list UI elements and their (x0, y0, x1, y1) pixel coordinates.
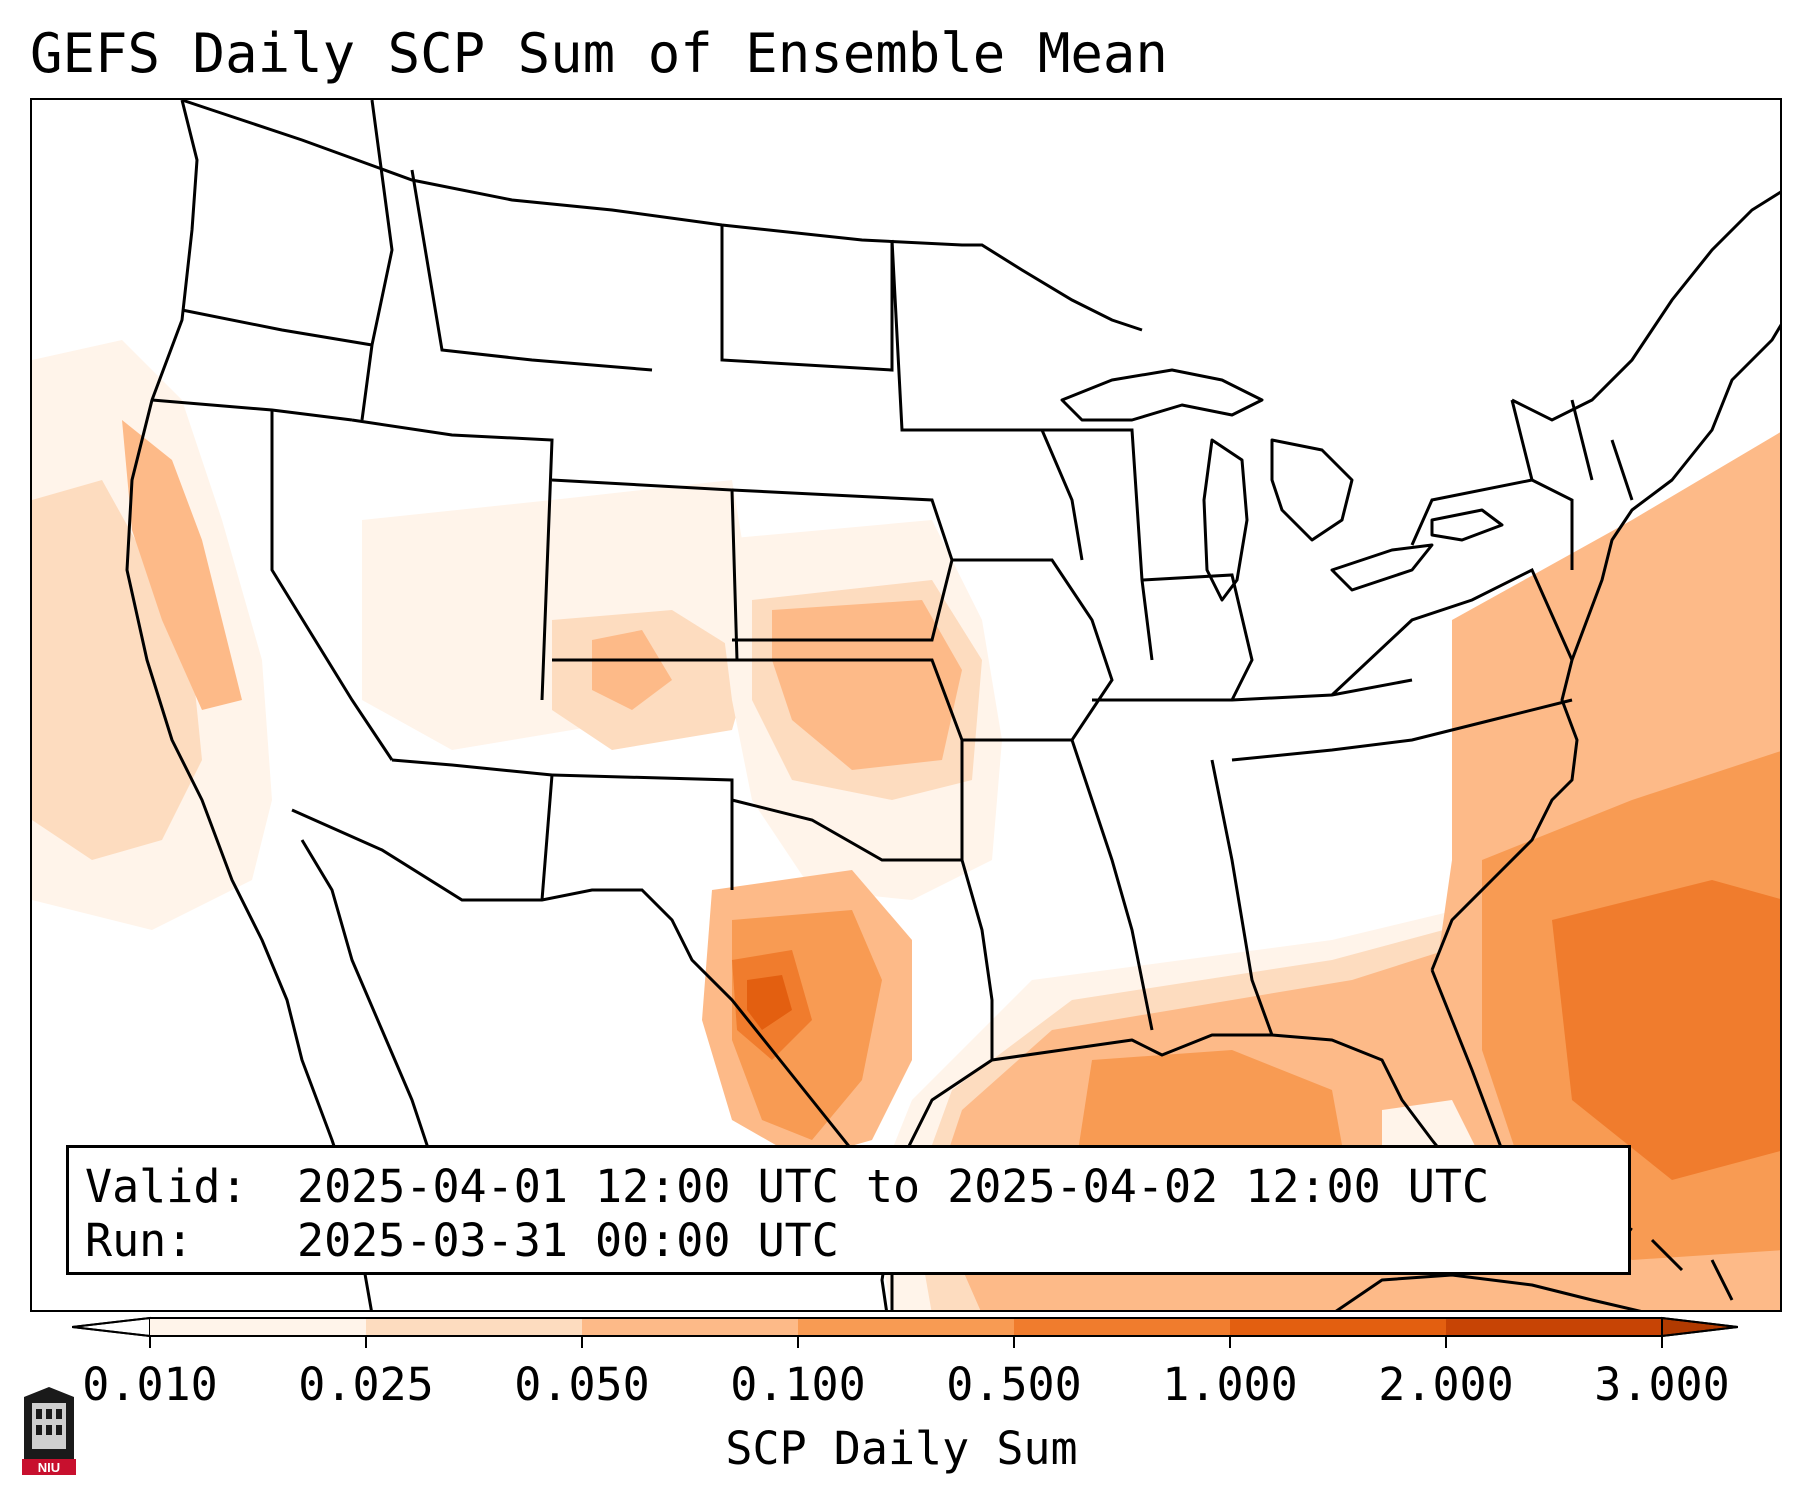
colorbar-segment-1 (150, 1318, 367, 1336)
lake-ontario (1430, 508, 1504, 542)
scp-map (32, 100, 1780, 1310)
colorbar-tick-label: 3.000 (1594, 1358, 1730, 1411)
border-wa-or (181, 308, 373, 347)
border-mo-ar (952, 558, 1114, 742)
colorbar-tick-label: 1.000 (1162, 1358, 1298, 1411)
border-tn-ms-al (1070, 739, 1154, 1031)
border-pa-ny (1410, 478, 1574, 570)
scp-region-pacific-mid (32, 480, 202, 860)
border-ut-az (391, 758, 553, 777)
colorbar-segment-5 (1014, 1318, 1231, 1336)
scp-region-texas-max (747, 975, 792, 1030)
state-borders (151, 100, 1780, 1201)
colorbar (72, 1316, 1738, 1348)
colorbar-extend-max (1661, 1316, 1738, 1338)
border-mt-wy (410, 169, 653, 372)
valid-key: Valid: (85, 1160, 248, 1213)
colorbar-tick-label: 0.010 (82, 1358, 218, 1411)
scp-region-kansas-nebraska (772, 600, 962, 770)
scp-region-atlantic-core (1552, 880, 1780, 1180)
border-nm-tx (551, 773, 734, 890)
border-ky-tn (1092, 678, 1413, 702)
west-coast (125, 100, 373, 1310)
run-row: Run: 2025-03-31 00:00 UTC (85, 1214, 839, 1267)
niu-logo: NIU (22, 1387, 76, 1475)
colorbar-extend-min (72, 1316, 151, 1338)
border-co (551, 478, 739, 662)
border-al-ga (1210, 759, 1274, 1036)
map-panel[interactable] (30, 98, 1782, 1312)
run-value: 2025-03-31 00:00 UTC (297, 1214, 839, 1267)
lake-erie (1330, 543, 1434, 592)
mexico-border (291, 808, 894, 1201)
run-key: Run: (85, 1214, 194, 1267)
colorbar-tick-label: 2.000 (1378, 1358, 1514, 1411)
border-ga-sc-nc (1231, 698, 1573, 762)
colorbar-segment-7 (1446, 1318, 1663, 1336)
cuba (1335, 1273, 1642, 1310)
border-ny-ne (1510, 399, 1634, 501)
canada-border (181, 100, 1143, 332)
university-building-icon (24, 1387, 74, 1459)
valid-value: 2025-04-01 12:00 UTC to 2025-04-02 12:00… (297, 1160, 1490, 1213)
logo-text: NIU (38, 1460, 60, 1475)
canada-border-east (1511, 190, 1780, 422)
scp-region-colorado-core (592, 630, 672, 710)
scp-region-california (122, 420, 242, 710)
border-nd-sd (720, 225, 894, 372)
border-wi-il (1042, 428, 1154, 661)
map-title: GEFS Daily SCP Sum of Ensemble Mean (30, 22, 1168, 85)
colorbar-tick-label: 0.500 (946, 1358, 1082, 1411)
colorbar-tick-label: 0.100 (730, 1358, 866, 1411)
colorbar-tick-label: 0.025 (298, 1358, 434, 1411)
colorbar-segment-3 (582, 1318, 799, 1336)
colorbar-title: SCP Daily Sum (725, 1422, 1078, 1475)
border-nv-ut (351, 418, 554, 701)
border-id (360, 100, 394, 421)
border-in-oh (1141, 573, 1254, 701)
valid-run-box: Valid: 2025-04-01 12:00 UTC to 2025-04-02… (66, 1145, 1631, 1275)
border-az-nm (540, 774, 554, 901)
border-ca-nv (270, 410, 394, 761)
border-tx-la (960, 859, 994, 1060)
colorbar-segment-4 (798, 1318, 1015, 1336)
border-va (1330, 567, 1574, 697)
lake-superior (1060, 368, 1264, 422)
lake-michigan (1202, 438, 1249, 602)
atlantic-coast (1430, 323, 1780, 971)
colorbar-tick-label: 0.050 (514, 1358, 650, 1411)
colorbar-segment-2 (366, 1318, 583, 1336)
valid-row: Valid: 2025-04-01 12:00 UTC to 2025-04-02… (85, 1160, 1489, 1213)
lake-huron (1270, 438, 1354, 542)
colorbar-segment-6 (1230, 1318, 1447, 1336)
